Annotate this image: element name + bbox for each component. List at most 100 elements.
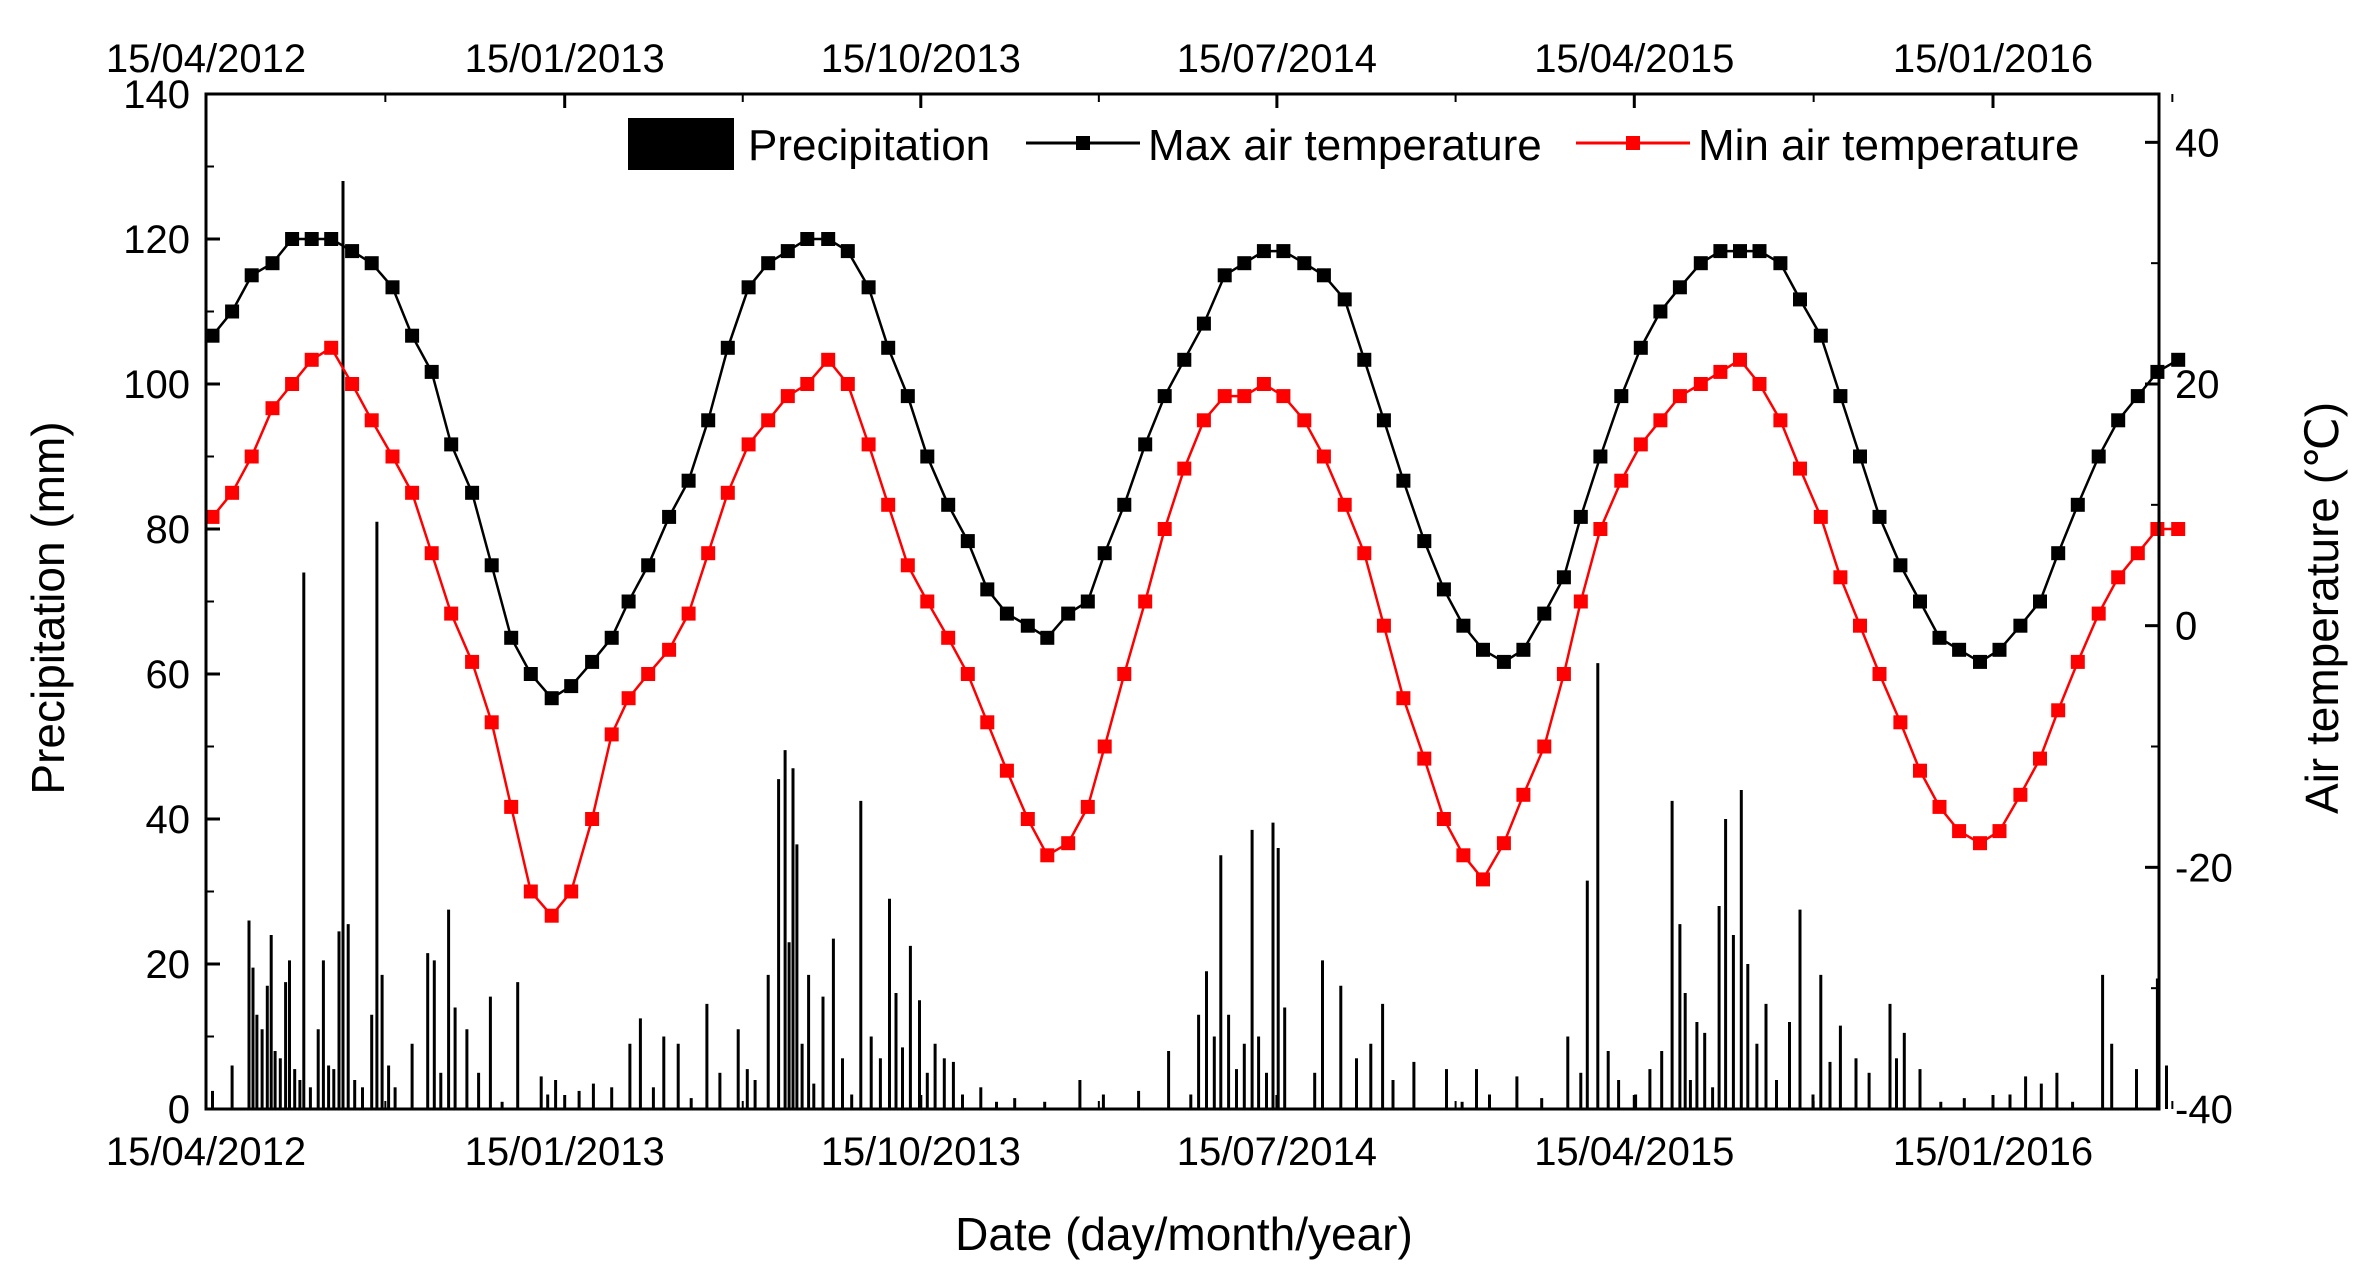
max-temp-marker [920,449,935,464]
legend-label-min-temp: Min air temperature [1698,121,2079,170]
max-temp-marker [1040,630,1055,645]
max-temp-marker [244,268,259,283]
min-temp-marker [1713,364,1728,379]
min-temp-line [211,346,2179,918]
max-temp-marker [999,606,1014,621]
max-temp-marker [1733,244,1747,259]
min-temp-marker [1138,594,1153,609]
max-temp-marker [1872,509,1887,524]
max-temp-marker [1593,449,1608,464]
min-temp-marker [1633,437,1648,452]
min-temp-marker [1573,594,1588,609]
max-temp-marker [1436,582,1451,597]
max-temp-marker [364,256,379,271]
min-temp-marker [1537,739,1552,754]
max-temp-marker [800,232,815,246]
x-axis-title: Date (day/month/year) [955,1208,1413,1260]
min-temp-marker [761,413,776,428]
min-temp-marker [205,509,220,524]
max-temp-marker [641,558,656,573]
max-temp-marker [1276,244,1291,259]
max-temp-marker [1913,594,1927,609]
max-temp-marker [681,473,696,488]
min-temp-marker [1357,546,1372,561]
y-left-tick-label: 140 [123,73,190,117]
min-temp-marker [1061,836,1076,851]
min-temp-marker [1672,389,1687,404]
legend-label-precipitation: Precipitation [748,121,990,170]
max-temp-marker [821,232,836,246]
min-temp-marker [1337,497,1352,512]
min-temp-marker [1516,787,1531,802]
min-temp-marker [999,763,1014,778]
min-temp-marker [523,884,538,899]
min-temp-marker [424,546,439,561]
x-tick-label-top: 15/07/2014 [1177,37,1377,81]
max-temp-marker [1693,256,1708,271]
max-temp-marker [285,232,300,246]
max-temp-marker [2130,389,2145,404]
max-temp-marker [2111,413,2126,428]
max-temp-marker [2033,594,2047,609]
min-temp-marker [1177,461,1192,476]
min-temp-marker [701,546,716,561]
min-temp-marker [780,389,795,404]
max-temp-marker [1893,558,1908,573]
y-left-tick-label: 60 [146,653,191,697]
min-temp-marker [681,606,696,621]
max-temp-marker [585,654,600,669]
max-temp-marker [1256,244,1271,259]
x-tick-label-bottom: 15/01/2016 [1893,1130,2093,1174]
max-temp-marker [1316,268,1331,283]
min-temp-marker [1376,618,1391,633]
max-temp-marker [484,558,499,573]
min-temp-marker [324,340,339,355]
max-temp-marker [1556,570,1571,585]
min-temp-marker [1593,522,1608,536]
min-temp-marker [800,377,815,391]
min-temp-marker [1396,691,1411,706]
min-temp-marker [980,715,995,730]
max-temp-marker [564,679,579,694]
y-right-tick-label: 0 [2175,605,2197,649]
min-temp-marker [1157,522,1172,536]
max-temp-marker [1713,244,1728,259]
x-tick-label-top: 15/04/2012 [106,37,306,81]
x-tick-label-top: 15/01/2013 [465,37,665,81]
min-temp-marker [244,449,259,464]
x-tick-label-bottom: 15/01/2013 [465,1130,665,1174]
max-temp-marker [1752,244,1767,259]
max-temp-marker [1080,594,1095,609]
min-temp-marker [2051,703,2066,718]
max-temp-marker [405,328,420,343]
max-temp-marker [1516,642,1531,657]
max-temp-marker [980,582,995,597]
max-temp-marker [720,340,735,355]
max-temp-marker [1932,630,1947,645]
max-temp-marker [1297,256,1312,271]
min-temp-marker [2013,787,2028,802]
max-temp-marker [304,232,319,246]
max-temp-marker [1157,389,1172,404]
min-temp-marker [544,908,559,923]
min-temp-marker [1436,812,1451,826]
legend-label-max-temp: Max air temperature [1148,121,1542,170]
min-temp-marker [1316,449,1331,464]
y-axis-right-title: Air temperature (℃) [2296,402,2348,814]
min-temp-marker [285,377,300,391]
y-axis-left-title: Precipitation (mm) [22,421,74,794]
max-temp-marker [1237,256,1252,271]
max-temp-marker [1138,437,1153,452]
max-temp-marker [761,256,776,271]
min-temp-marker [900,558,915,573]
max-temp-marker [741,280,756,295]
min-temp-marker [641,667,656,681]
max-temp-marker [2070,497,2085,512]
min-temp-marker [465,654,480,669]
max-temp-marker [1992,642,2007,657]
max-temp-marker [1614,389,1629,404]
min-temp-marker [720,485,735,500]
min-temp-marker [1496,836,1511,851]
